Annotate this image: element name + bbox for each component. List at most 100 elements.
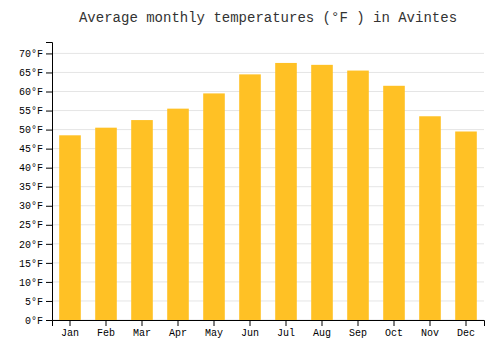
x-tick-label: Nov [421,328,439,339]
y-tick: 55°F [19,106,52,117]
y-tick-mark [46,72,52,73]
bar [239,74,261,320]
bar [59,135,81,320]
x-tick: Mar [133,320,151,339]
y-tick-label: 25°F [19,220,43,231]
y-tick: 35°F [19,182,52,193]
y-tick: 10°F [19,278,52,289]
y-tick: 5°F [25,297,52,308]
x-tick-mark [394,320,395,326]
y-tick-label: 65°F [19,68,43,79]
bar [275,63,297,320]
y-tick-label: 5°F [25,297,43,308]
y-tick-label: 0°F [25,316,43,327]
title: Average monthly temperatures (°F ) in Av… [79,10,457,26]
y-tick-mark [46,282,52,283]
x-tick-mark [250,320,251,326]
x-tick: Oct [385,320,403,339]
y-tick-label: 10°F [19,278,43,289]
bar [419,116,441,320]
y-tick-mark [46,187,52,188]
y-tick-mark [46,320,52,321]
plot: Jan Feb Mar Apr May Jun Jul Aug Sep Oct Nov Dec 0°F 5… [19,43,485,340]
x-tick-label: Oct [385,328,403,339]
y-tick-label: 50°F [19,125,43,136]
x-tick-mark [286,320,287,326]
y-tick: 25°F [19,220,52,231]
x-tick: Jan [61,320,79,339]
x-tick-mark [466,320,467,326]
x-tick: Nov [421,320,439,339]
x-axis: Jan Feb Mar Apr May Jun Jul Aug Sep Oct Nov Dec [53,320,485,339]
y-tick: 45°F [19,144,52,155]
bar [131,120,153,320]
x-tick-mark [430,320,431,326]
y-tick-mark [46,168,52,169]
bar [347,71,369,320]
bar [167,109,189,320]
grid [52,53,484,320]
bar [383,86,405,320]
y-tick-label: 70°F [19,49,43,60]
chart: Jan Feb Mar Apr May Jun Jul Aug Sep Oct Nov Dec 0°F 5… [0,0,500,350]
y-tick-mark [46,149,52,150]
x-tick: Dec [457,320,475,339]
y-tick-label: 20°F [19,240,43,251]
y-tick: 65°F [19,68,52,79]
grid-line [52,91,484,92]
y-tick: 40°F [19,163,52,174]
grid-line [52,53,484,54]
x-tick-label: Jan [61,328,79,339]
x-tick-label: Jun [241,328,259,339]
y-tick-mark [46,92,52,93]
y-axis: 0°F 5°F 10°F 15°F 20°F 25°F 30°F 35°F 40°F 45°F 50… [19,43,53,327]
y-tick-mark [46,206,52,207]
x-tick-mark [106,320,107,326]
x-tick-mark [214,320,215,326]
y-tick-label: 35°F [19,182,43,193]
x-tick-label: Jul [277,328,295,339]
y-tick: 60°F [19,87,52,98]
y-tick-label: 40°F [19,163,43,174]
x-tick-label: May [205,328,223,339]
x-tick: Jul [277,320,295,339]
x-tick: Sep [349,320,367,339]
x-tick: May [205,320,223,339]
x-tick-label: Apr [169,328,187,339]
x-tick: Feb [97,320,115,339]
y-tick-label: 30°F [19,201,43,212]
y-tick-mark [46,130,52,131]
bars [59,63,477,320]
y-tick: 20°F [19,240,52,251]
y-tick-mark [46,244,52,245]
x-tick-label: Aug [313,328,331,339]
y-tick-mark [46,301,52,302]
y-tick-label: 45°F [19,144,43,155]
y-tick-mark [46,225,52,226]
x-axis-line [53,321,485,327]
y-tick: 30°F [19,201,52,212]
y-tick: 50°F [19,125,52,136]
x-tick-mark [358,320,359,326]
y-axis-line [46,43,53,321]
x-tick-label: Sep [349,328,367,339]
x-tick-label: Mar [133,328,151,339]
x-tick-label: Feb [97,328,115,339]
x-tick-mark [70,320,71,326]
grid-line [52,110,484,111]
y-tick-mark [46,53,52,54]
x-tick: Aug [313,320,331,339]
x-tick-mark [142,320,143,326]
y-tick: 15°F [19,259,52,270]
bar [95,128,117,320]
bar [203,93,225,320]
y-tick: 0°F [25,316,52,327]
y-tick: 70°F [19,49,52,60]
x-tick-mark [322,320,323,326]
x-tick-mark [178,320,179,326]
y-tick-mark [46,263,52,264]
y-tick-label: 60°F [19,87,43,98]
grid-line [52,72,484,73]
y-tick-label: 15°F [19,259,43,270]
bar [311,65,333,320]
